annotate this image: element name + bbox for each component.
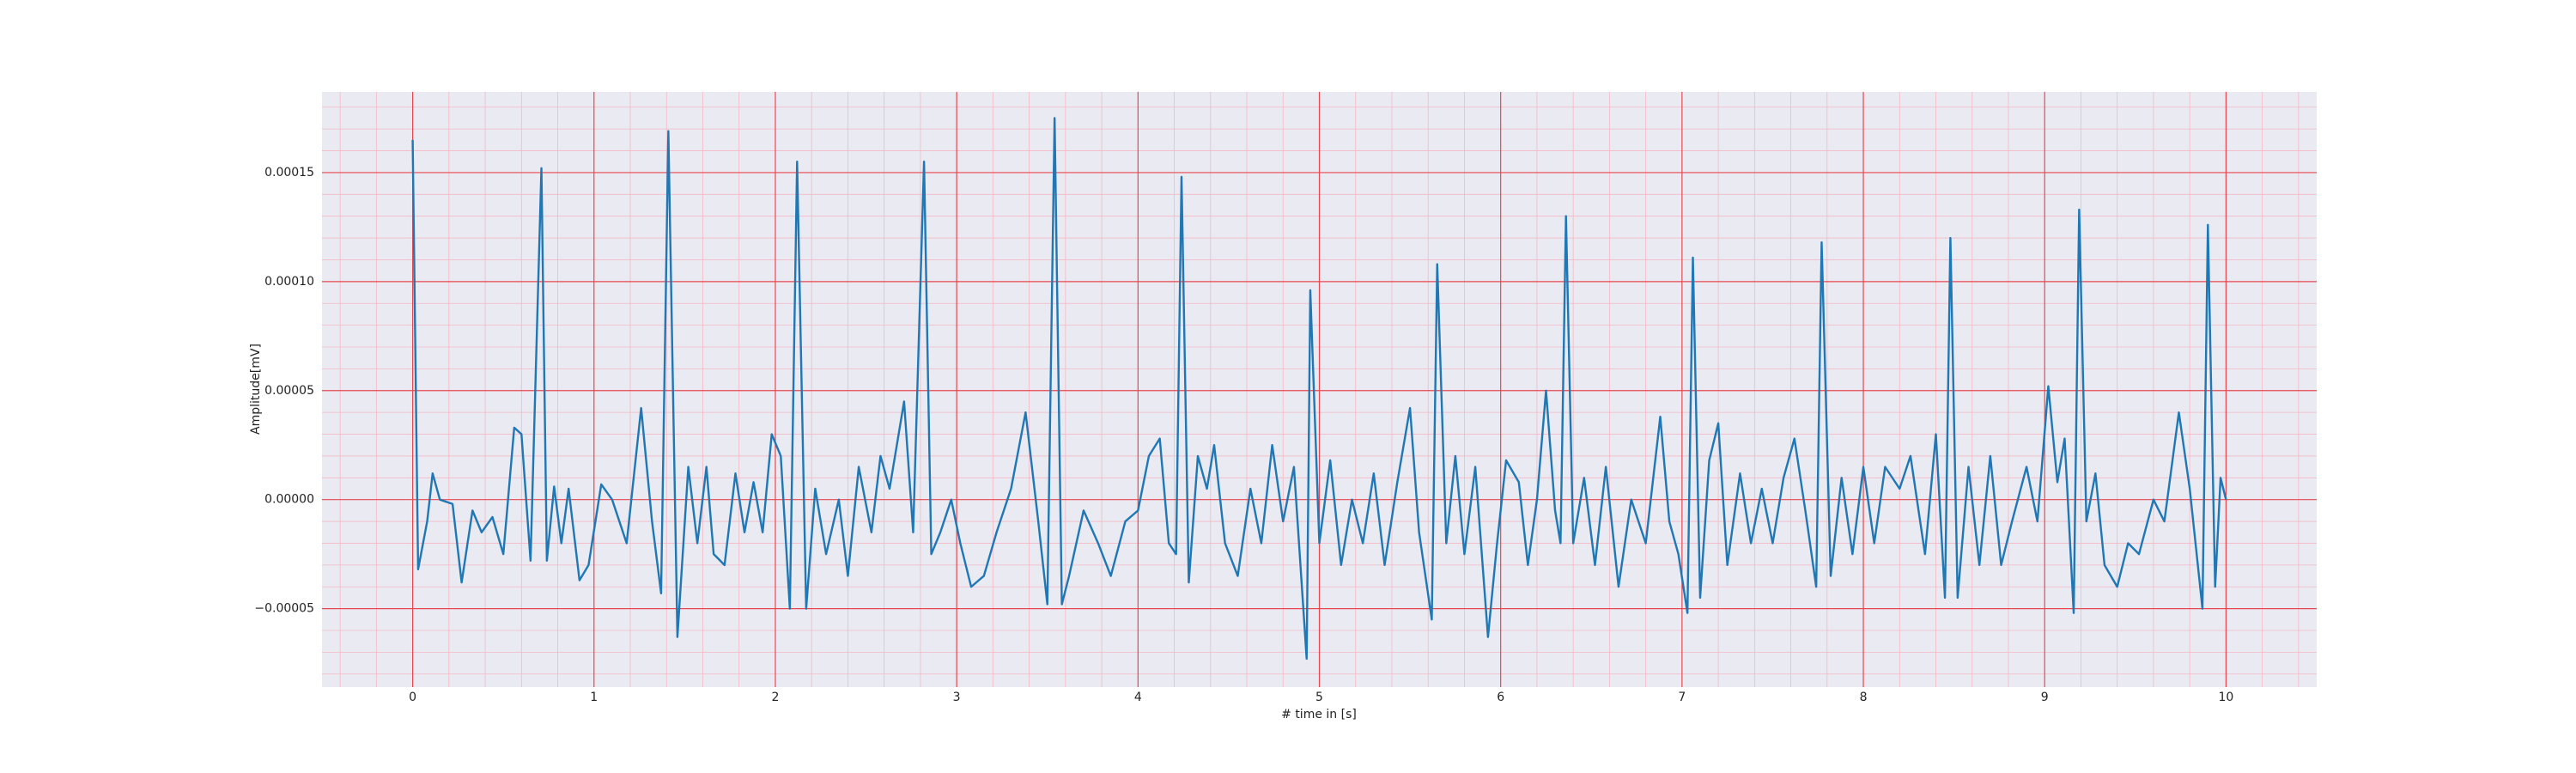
x-tick-label: 5 — [1315, 691, 1323, 704]
x-tick-label: 7 — [1678, 691, 1686, 704]
x-tick-label: 1 — [590, 691, 598, 704]
x-axis-label: # time in [s] — [1281, 708, 1357, 721]
x-tick-label: 6 — [1497, 691, 1504, 704]
x-tick-label: 2 — [771, 691, 779, 704]
marks — [411, 117, 2227, 660]
y-tick-label: 0.00005 — [264, 384, 314, 398]
y-axis-label: Amplitude[mV] — [249, 344, 263, 435]
x-tick-label: 8 — [1860, 691, 1868, 704]
x-tick-label: 9 — [2041, 691, 2049, 704]
grid — [322, 92, 2317, 687]
signal-line — [411, 117, 2227, 660]
x-tick-label: 4 — [1134, 691, 1142, 704]
y-tick-label: 0.00010 — [264, 275, 314, 289]
y-tick-label: −0.00005 — [254, 602, 314, 616]
y-tick-label: 0.00000 — [264, 493, 314, 507]
y-tick-label: 0.00015 — [264, 166, 314, 180]
x-tick-label: 3 — [953, 691, 961, 704]
x-tick-label: 0 — [409, 691, 416, 704]
x-tick-label: 10 — [2218, 691, 2233, 704]
